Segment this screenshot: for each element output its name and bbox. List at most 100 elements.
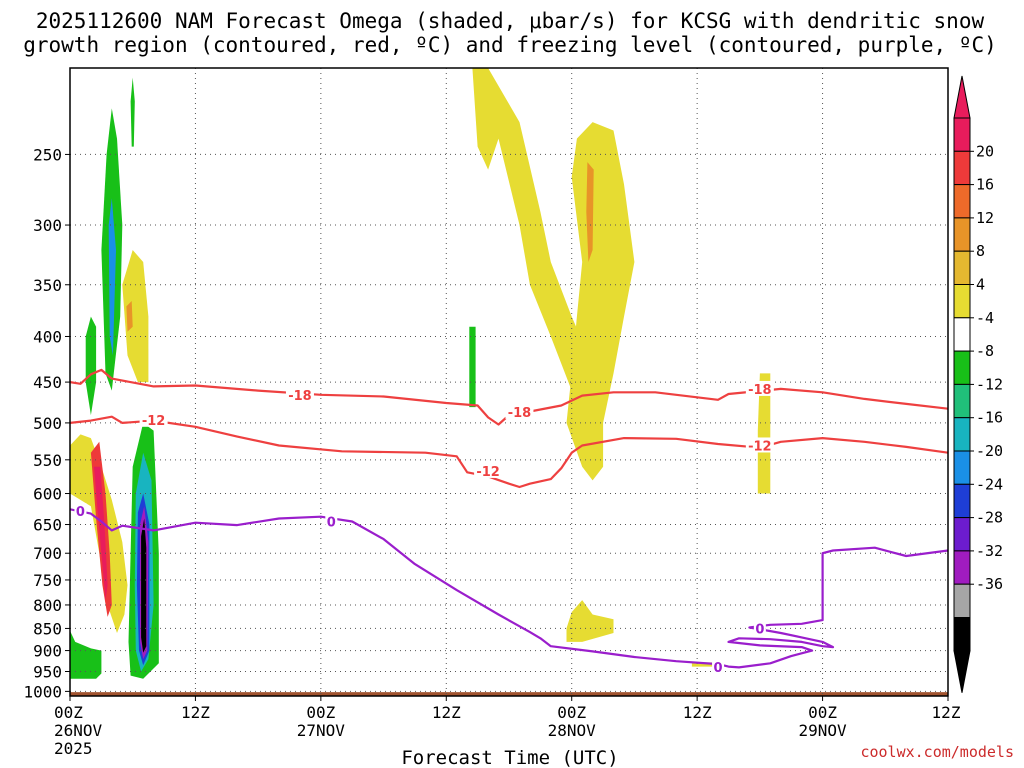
colorbar-segment <box>953 417 971 452</box>
dgz-minus12-label-bg <box>474 462 503 478</box>
colorbar-segment <box>953 150 971 186</box>
colorbar-segment <box>953 117 971 152</box>
x-tick-label: 26NOV <box>54 721 103 740</box>
x-tick-label: 27NOV <box>297 721 346 740</box>
y-tick-label: 900 <box>33 642 62 661</box>
colorbar-label: -8 <box>976 342 994 360</box>
x-tick-label: 00Z <box>557 703 586 722</box>
y-tick-label: 950 <box>33 663 62 682</box>
colorbar-arrow-top <box>953 75 971 119</box>
dgz-minus12-label-bg <box>139 411 168 427</box>
colorbar-label: 4 <box>976 276 985 294</box>
omega-region-left-orange-upper <box>126 301 133 332</box>
x-tick-label: 28NOV <box>548 721 597 740</box>
colorbar-segment <box>953 184 971 219</box>
freezing-level-label: 0 <box>714 661 723 676</box>
credit-text: coolwx.com/models <box>860 743 1014 761</box>
x-tick-label: 12Z <box>932 703 961 722</box>
freezing-level-label-bg <box>712 659 725 675</box>
x-tick-label: 12Z <box>683 703 712 722</box>
y-tick-label: 250 <box>33 145 62 164</box>
freezing-level-label: 0 <box>327 516 336 531</box>
y-tick-label: 600 <box>33 485 62 504</box>
omega-region-mid-yellow <box>757 373 771 494</box>
colorbar-label: -32 <box>976 542 1003 560</box>
ground <box>70 692 948 696</box>
dgz-minus12-line <box>70 415 948 489</box>
y-tick-label: 650 <box>33 516 62 535</box>
colorbar-segment <box>953 550 971 585</box>
colorbar-segment <box>953 383 971 419</box>
omega-region-mid-green <box>469 326 476 408</box>
omega-region-upper-orange <box>586 162 594 262</box>
dgz-minus18-label: -18 <box>748 383 772 398</box>
y-tick-label: 550 <box>33 451 62 470</box>
dgz-minus12-label: -12 <box>748 439 772 454</box>
colorbar-label: -4 <box>976 309 994 327</box>
x-tick-label: 00Z <box>306 703 335 722</box>
y-tick-label: 500 <box>33 414 62 433</box>
x-tick-label: 00Z <box>54 703 83 722</box>
freezing-level-label: 0 <box>76 505 85 520</box>
colorbar-segment <box>953 317 971 352</box>
colorbar-label: 20 <box>976 142 994 160</box>
omega-region-left-blue-upper <box>108 198 116 356</box>
freezing-level-label-bg <box>325 513 338 529</box>
colorbar-segment <box>953 217 971 252</box>
y-tick-label: 350 <box>33 276 62 295</box>
dgz-minus18-label-bg <box>745 380 774 396</box>
ground-layer <box>70 692 948 696</box>
y-tick-label: 400 <box>33 327 62 346</box>
omega-region-left-green-small <box>85 316 97 416</box>
omega-region-left-green-bottom <box>70 630 102 679</box>
x-tick-label: 12Z <box>432 703 461 722</box>
freezing-level-label-bg <box>753 620 766 636</box>
colorbar-segment <box>953 583 971 619</box>
colorbar-segment <box>953 450 971 485</box>
colorbar-segment <box>953 284 971 319</box>
colorbar-label: -36 <box>976 575 1003 593</box>
y-tick-label: 750 <box>33 571 62 590</box>
dgz-minus12-label-bg <box>745 437 774 453</box>
omega-region-left-green-top <box>130 77 135 147</box>
dgz-minus18-label: -18 <box>508 406 532 421</box>
omega-region-black-column-core <box>141 518 147 653</box>
dgz-minus18-label-bg <box>285 386 314 402</box>
colorbar-segment <box>953 517 971 552</box>
dgz-minus18-label-bg <box>505 403 534 419</box>
omega-region-left-yellow-upper <box>122 250 149 383</box>
y-axis: 250 300 350 400 450 500 550 600 650 700 750 800 850 9… <box>23 145 70 701</box>
colorbar-arrow-bottom <box>953 650 971 693</box>
freezing-level-line <box>70 508 948 669</box>
omega-region-left-magenta <box>94 466 108 601</box>
omega-region-upper-yellow-2 <box>566 122 635 481</box>
x-tick-label: 2025 <box>54 739 93 758</box>
x-tick-label: 12Z <box>181 703 210 722</box>
colorbar-label: -16 <box>976 409 1003 427</box>
dgz-minus18-label: -18 <box>288 389 312 404</box>
colorbar-label: 8 <box>976 242 985 260</box>
dgz-minus12-label: -12 <box>476 465 500 480</box>
y-tick-label: 300 <box>33 216 62 235</box>
colorbar-segment <box>953 250 971 285</box>
colorbar-segment <box>953 483 971 519</box>
x-tick-label: 29NOV <box>798 721 847 740</box>
colorbar-label: -24 <box>976 475 1003 493</box>
freezing-level-label-bg <box>74 503 87 519</box>
colorbar-segment <box>953 350 971 385</box>
contours: -18 -18 -18 -12 -12 -12 0 0 0 0 <box>70 368 948 676</box>
colorbar-label: 16 <box>976 176 994 194</box>
omega-shading <box>70 68 771 679</box>
chart-title-line1: 2025112600 NAM Forecast Omega (shaded, μ… <box>36 9 985 33</box>
omega-region-low-yellow <box>566 600 614 642</box>
x-tick-label: 00Z <box>808 703 837 722</box>
y-tick-label: 700 <box>33 544 62 563</box>
colorbar-label: -20 <box>976 442 1003 460</box>
chart-title-line2: growth region (contoured, red, ºC) and f… <box>23 33 997 57</box>
colorbar-label: 12 <box>976 209 994 227</box>
colorbar-label: -12 <box>976 375 1003 393</box>
omega-region-upper-yellow-1 <box>472 68 593 391</box>
y-tick-label: 1000 <box>23 682 62 701</box>
